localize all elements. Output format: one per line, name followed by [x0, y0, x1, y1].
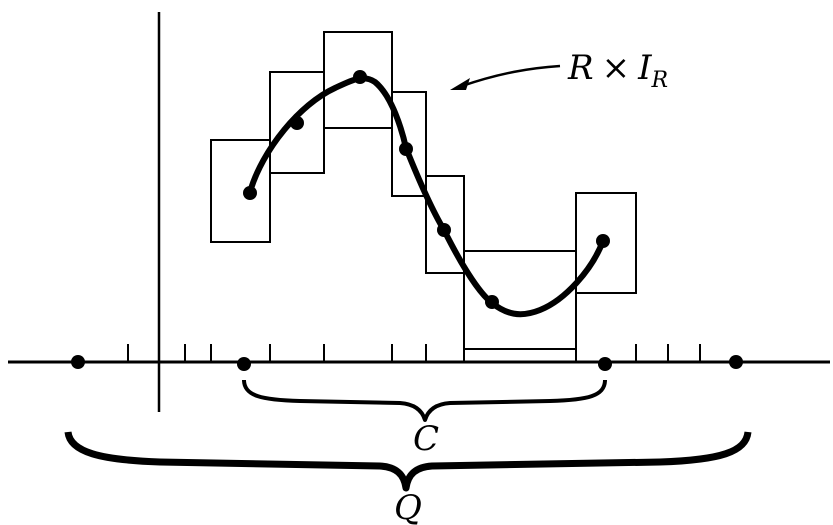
arrow-head	[450, 78, 470, 90]
curve-point	[437, 223, 451, 237]
axes	[8, 12, 830, 412]
curve-point	[596, 234, 610, 248]
axis-points	[71, 355, 743, 371]
axis-point	[598, 357, 612, 371]
interval-box	[391, 91, 427, 197]
curve-point	[485, 295, 499, 309]
arrow-shaft	[461, 64, 561, 88]
brace-large-label: Q	[394, 488, 422, 525]
brace-small-label: C	[413, 419, 439, 459]
x-axis-ticks	[127, 344, 701, 362]
interval-box	[575, 192, 637, 294]
curve-label-times: ×	[602, 48, 631, 88]
curve-label-r: R	[567, 48, 594, 88]
axis-point	[71, 355, 85, 369]
curve-label-sub: R	[651, 68, 669, 93]
curve-point	[243, 186, 257, 200]
interval-box	[210, 139, 271, 243]
brace-small	[242, 379, 607, 422]
curve-point	[353, 70, 367, 84]
axis-point	[729, 355, 743, 369]
interval-box	[323, 31, 393, 129]
curve-points	[243, 70, 610, 309]
curve-label-i: I	[637, 48, 652, 88]
interval-box	[463, 250, 577, 350]
curve-point	[290, 116, 304, 130]
interval-box	[425, 175, 465, 274]
function-curve	[247, 75, 606, 318]
interval-boxes	[210, 31, 637, 350]
brace-large	[64, 431, 752, 492]
label-arrow	[450, 64, 561, 90]
axis-point	[237, 357, 251, 371]
curve-label: R × IR	[567, 48, 668, 93]
curve-point	[399, 142, 413, 156]
